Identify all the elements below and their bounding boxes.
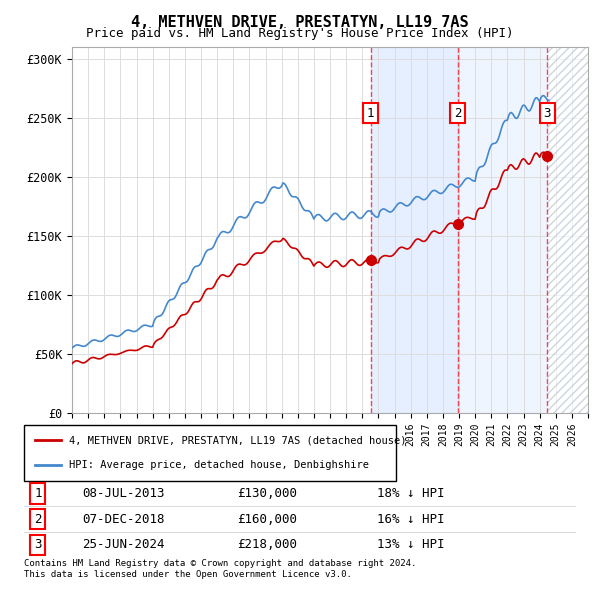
Text: 4, METHVEN DRIVE, PRESTATYN, LL19 7AS: 4, METHVEN DRIVE, PRESTATYN, LL19 7AS [131, 15, 469, 30]
Text: This data is licensed under the Open Government Licence v3.0.: This data is licensed under the Open Gov… [24, 571, 352, 579]
Text: 25-JUN-2024: 25-JUN-2024 [82, 538, 164, 551]
Text: HPI: Average price, detached house, Denbighshire: HPI: Average price, detached house, Denb… [68, 460, 368, 470]
Text: 2: 2 [454, 107, 461, 120]
Text: 13% ↓ HPI: 13% ↓ HPI [377, 538, 444, 551]
Text: 18% ↓ HPI: 18% ↓ HPI [377, 487, 444, 500]
Bar [371, 47, 458, 413]
Text: 3: 3 [544, 107, 551, 120]
Text: 1: 1 [367, 107, 374, 120]
Text: 4, METHVEN DRIVE, PRESTATYN, LL19 7AS (detached house): 4, METHVEN DRIVE, PRESTATYN, LL19 7AS (d… [68, 435, 406, 445]
Text: £130,000: £130,000 [237, 487, 297, 500]
FancyBboxPatch shape [24, 425, 396, 481]
Text: £160,000: £160,000 [237, 513, 297, 526]
Text: 16% ↓ HPI: 16% ↓ HPI [377, 513, 444, 526]
Text: Price paid vs. HM Land Registry's House Price Index (HPI): Price paid vs. HM Land Registry's House … [86, 27, 514, 40]
Text: 08-JUL-2013: 08-JUL-2013 [82, 487, 164, 500]
Text: 3: 3 [34, 538, 41, 551]
Text: 07-DEC-2018: 07-DEC-2018 [82, 513, 164, 526]
Text: £218,000: £218,000 [237, 538, 297, 551]
Text: Contains HM Land Registry data © Crown copyright and database right 2024.: Contains HM Land Registry data © Crown c… [24, 559, 416, 568]
Text: 2: 2 [34, 513, 41, 526]
Bar [547, 47, 588, 413]
Bar [458, 47, 547, 413]
Text: 1: 1 [34, 487, 41, 500]
